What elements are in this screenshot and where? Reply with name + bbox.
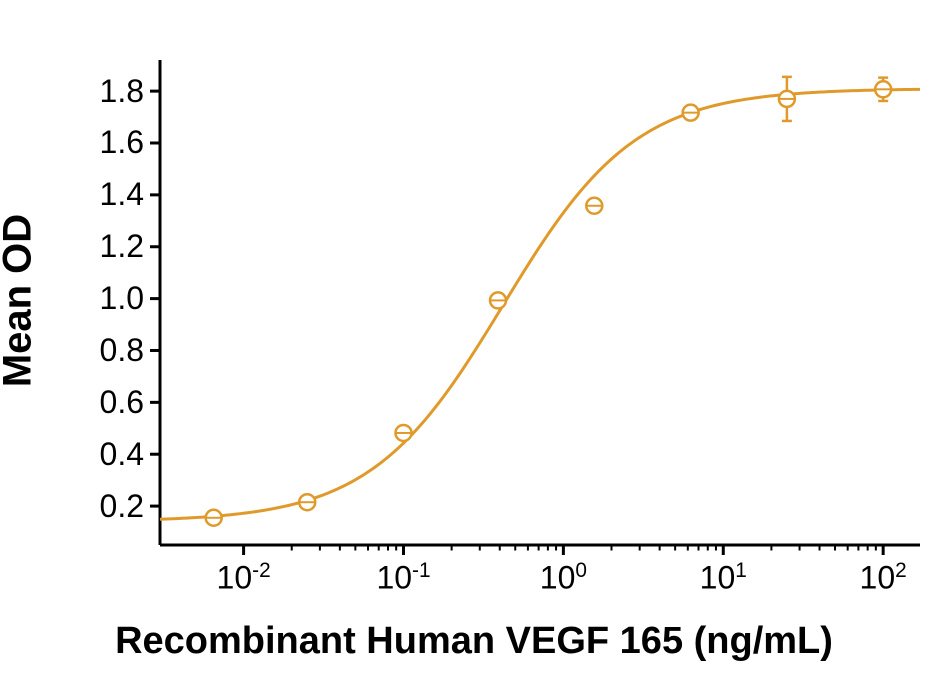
x-tick-label: 100 [540,559,587,597]
y-tick-label: 1.0 [100,280,144,317]
y-axis-label: Mean OD [0,213,41,386]
y-tick-label: 0.4 [100,436,144,473]
y-tick-label: 1.8 [100,73,144,110]
y-tick-label: 0.2 [100,488,144,525]
x-tick-label: 10-2 [217,559,271,597]
x-tick-label: 10-1 [376,559,430,597]
x-axis-label: Recombinant Human VEGF 165 (ng/mL) [115,620,833,663]
y-tick-label: 1.6 [100,124,144,161]
y-tick-label: 1.2 [100,228,144,265]
y-tick-label: 0.8 [100,332,144,369]
y-tick-label: 0.6 [100,384,144,421]
y-tick-label: 1.4 [100,176,144,213]
x-tick-label: 101 [700,559,747,597]
x-tick-label: 102 [860,559,907,597]
dose-response-chart: Mean OD Recombinant Human VEGF 165 (ng/m… [0,0,948,681]
